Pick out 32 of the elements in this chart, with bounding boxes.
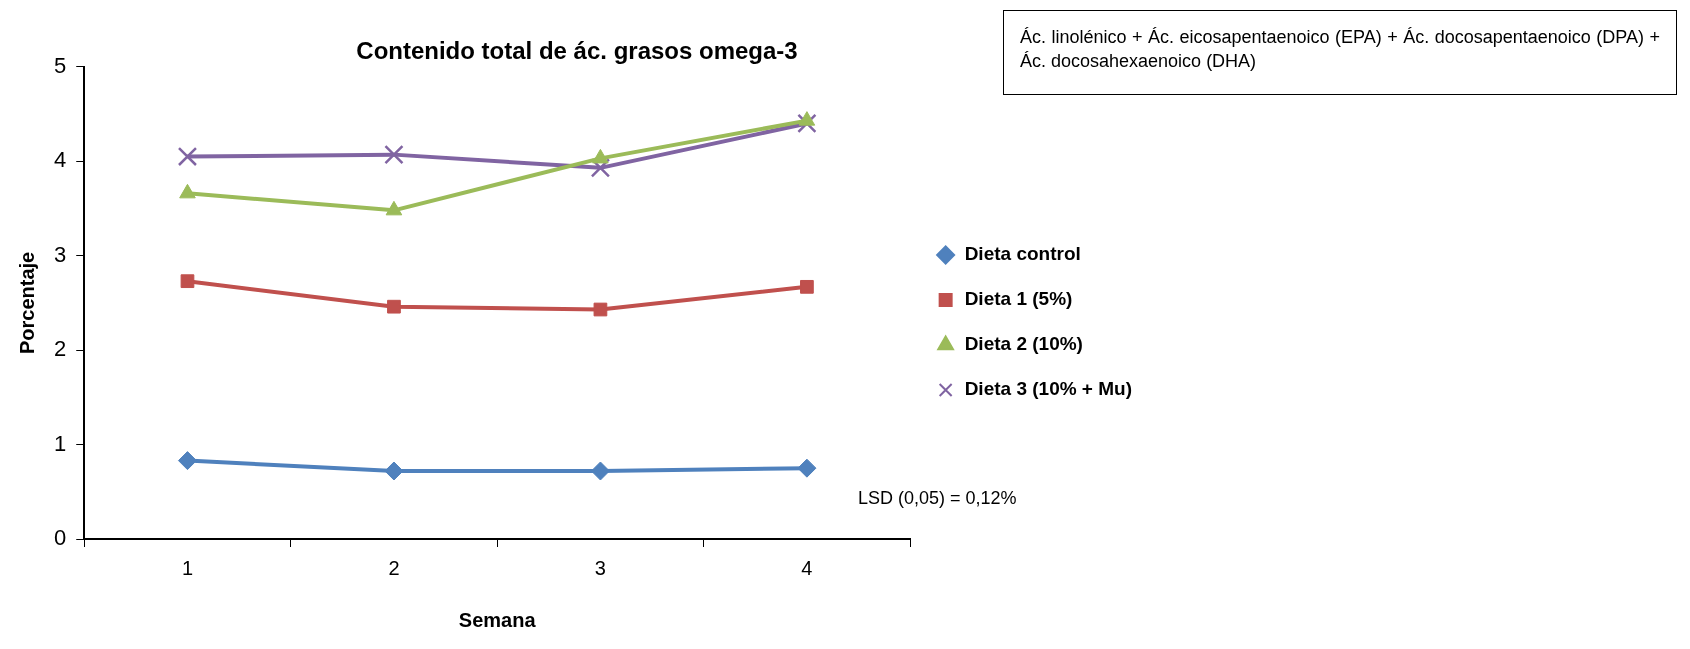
legend-label: Dieta 3 (10% + Mu) (964, 378, 1133, 400)
y-tick-label: 1 (53, 430, 67, 456)
x-tick-label: 1 (181, 556, 194, 579)
y-tick-label: 0 (53, 525, 67, 551)
point (593, 302, 608, 317)
text: Ác. linolénico + Ác. eicosapentaenoico (EPA) + Ác. docosapentaenoico (DPA) + Ác. docosahexaenoico (DHA) (1003, 10, 1677, 95)
point (177, 451, 197, 471)
annotation: LSD (0,05) = 0,12% (858, 488, 1017, 509)
x-axis-title: Semana (458, 608, 537, 631)
point (797, 458, 817, 478)
point (180, 274, 195, 289)
y-tick-label: 3 (53, 241, 67, 267)
point (177, 146, 198, 167)
point (384, 461, 404, 481)
y-tick-label: 4 (53, 147, 67, 173)
x-tick-label: 3 (594, 556, 606, 579)
point (384, 144, 404, 165)
point (590, 461, 610, 481)
point (800, 279, 814, 294)
point (387, 299, 401, 314)
point (590, 158, 611, 178)
point (797, 113, 817, 134)
y-axis-title: Porcentaje (15, 251, 38, 355)
point (798, 111, 816, 126)
x-tick-label: 4 (801, 556, 813, 579)
legend-label: Dieta control (964, 243, 1081, 265)
y-tick-label: 2 (53, 336, 67, 362)
legend-label: Dieta 2 (10%) (964, 333, 1083, 355)
chart-title: Contenido total de ác. grasos omega-3 (356, 37, 798, 65)
legend-label: Dieta 1 (5%) (964, 288, 1073, 310)
x-tick-label: 2 (388, 556, 400, 579)
y-tick-label: 5 (53, 52, 67, 78)
